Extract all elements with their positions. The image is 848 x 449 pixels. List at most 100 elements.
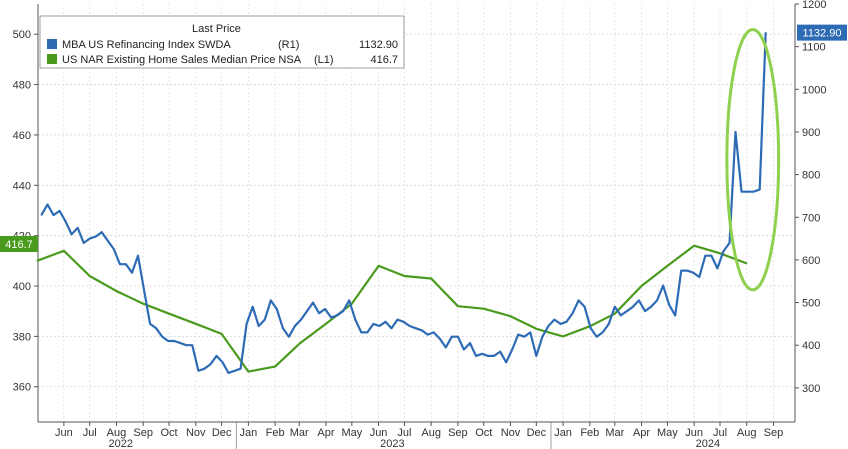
last-value-tags: 1132.90 416.7: [0, 24, 847, 252]
series-point-refi: [101, 231, 103, 233]
series-point-refi: [608, 323, 610, 325]
series-point-refi: [246, 323, 248, 325]
series-point-nar: [666, 265, 668, 267]
series-point-refi: [167, 340, 169, 342]
last-value-tag-refi: [797, 24, 847, 41]
legend: Last Price MBA US Refinancing Index SWDA…: [39, 15, 405, 69]
series-point-refi: [753, 191, 755, 193]
series-point-refi: [378, 325, 381, 327]
series-point-refi: [571, 312, 574, 314]
series-point-refi: [276, 308, 278, 310]
series-point-refi: [614, 306, 616, 308]
left-tick-label: 400: [13, 281, 31, 293]
series-point-refi: [535, 355, 537, 357]
legend-label-nar: US NAR Existing Home Sales Median Price …: [62, 54, 302, 66]
right-tick-label: 900: [802, 127, 820, 139]
left-tick-label: 460: [13, 130, 31, 142]
series-point-nar: [640, 285, 643, 287]
series-point-refi: [89, 237, 91, 240]
x-tick-label: Jan: [554, 427, 572, 439]
series-point-refi: [523, 336, 525, 338]
series-point-nar: [377, 265, 380, 267]
x-tick-label: Jul: [83, 427, 97, 439]
series-point-refi: [209, 363, 212, 366]
series-point-refi: [433, 331, 435, 334]
legend-axis-tag-refi: (R1): [278, 39, 299, 51]
series-point-refi: [131, 272, 133, 274]
series-point-nar: [142, 303, 144, 305]
legend-swatch-refi: [47, 39, 57, 49]
series-point-refi: [638, 299, 640, 302]
legend-label-refi: MBA US Refinancing Index SWDA: [62, 39, 231, 51]
series-point-refi: [487, 355, 489, 357]
x-tick-label: Mar: [290, 427, 309, 439]
x-tick-label: Dec: [212, 427, 232, 439]
series-point-refi: [282, 327, 284, 329]
x-axis: Jun Jul Aug Sep Oct Nov Dec Jan Feb Mar Apr May Jun J…: [55, 422, 783, 449]
series-point-refi: [173, 340, 175, 342]
x-tick-label: Oct: [475, 427, 492, 439]
series-point-refi: [728, 242, 731, 244]
left-tick-label: 360: [13, 382, 31, 394]
series-point-nar: [298, 343, 300, 345]
series-point-refi: [221, 361, 224, 363]
year-label: 2022: [109, 438, 133, 449]
series-point-refi: [336, 314, 338, 316]
x-tick-label: Sep: [448, 427, 468, 439]
series-point-nar: [614, 313, 616, 315]
series-point-refi: [294, 325, 296, 327]
legend-value-nar: 416.7: [370, 54, 398, 66]
series-point-refi: [439, 338, 441, 340]
legend-swatch-nar: [47, 54, 57, 64]
last-value-tag-refi-text: 1132.90: [803, 28, 842, 40]
series-point-refi: [451, 336, 453, 338]
series-point-refi: [264, 319, 266, 321]
year-label: 2023: [380, 438, 404, 449]
series-point-nar: [693, 245, 695, 247]
series-point-refi: [288, 336, 290, 338]
series-point-refi: [740, 191, 743, 193]
series-point-nar: [221, 333, 223, 335]
series-point-refi: [354, 319, 356, 321]
series-point-nar: [562, 335, 564, 337]
right-tick-label: 800: [802, 170, 820, 182]
x-tick-label: Feb: [266, 427, 285, 439]
series-point-refi: [716, 267, 719, 270]
series-point-refi: [191, 344, 193, 346]
x-tick-label: Mar: [605, 427, 624, 439]
x-tick-label: Aug: [421, 427, 441, 439]
series-point-refi: [559, 323, 562, 325]
series-point-refi: [692, 272, 694, 274]
series-point-refi: [58, 210, 61, 212]
x-tick-label: Jun: [685, 427, 703, 439]
x-tick-label: Jun: [55, 427, 73, 439]
series-point-nar: [36, 260, 38, 262]
right-tick-label: 300: [802, 383, 820, 395]
series-point-refi: [499, 351, 501, 353]
series-point-refi: [324, 308, 326, 310]
left-tick-label: 440: [13, 180, 31, 192]
series-point-refi: [481, 353, 483, 355]
series-point-refi: [179, 342, 181, 344]
plot-frame: [37, 4, 796, 423]
series-point-nar: [325, 323, 327, 325]
series-point-refi: [143, 289, 145, 291]
series-line-nar: [36, 244, 748, 373]
series-point-refi: [596, 336, 598, 338]
series-point-refi: [644, 310, 646, 312]
series-point-refi: [457, 336, 459, 338]
series-point-refi: [662, 284, 664, 287]
series-point-refi: [270, 299, 272, 302]
last-value-tag-nar-text: 416.7: [5, 239, 33, 251]
series-point-nar: [351, 303, 353, 305]
x-tick-label: Sep: [764, 427, 784, 439]
series-point-refi: [240, 368, 242, 370]
series-point-refi: [746, 191, 749, 193]
series-point-refi: [149, 323, 151, 325]
series-point-refi: [493, 355, 495, 357]
series-point-nar: [168, 313, 170, 315]
series-point-refi: [372, 323, 374, 325]
year-dividers: [235, 422, 552, 449]
series-point-refi: [686, 269, 688, 272]
series-point-nar: [509, 315, 512, 317]
